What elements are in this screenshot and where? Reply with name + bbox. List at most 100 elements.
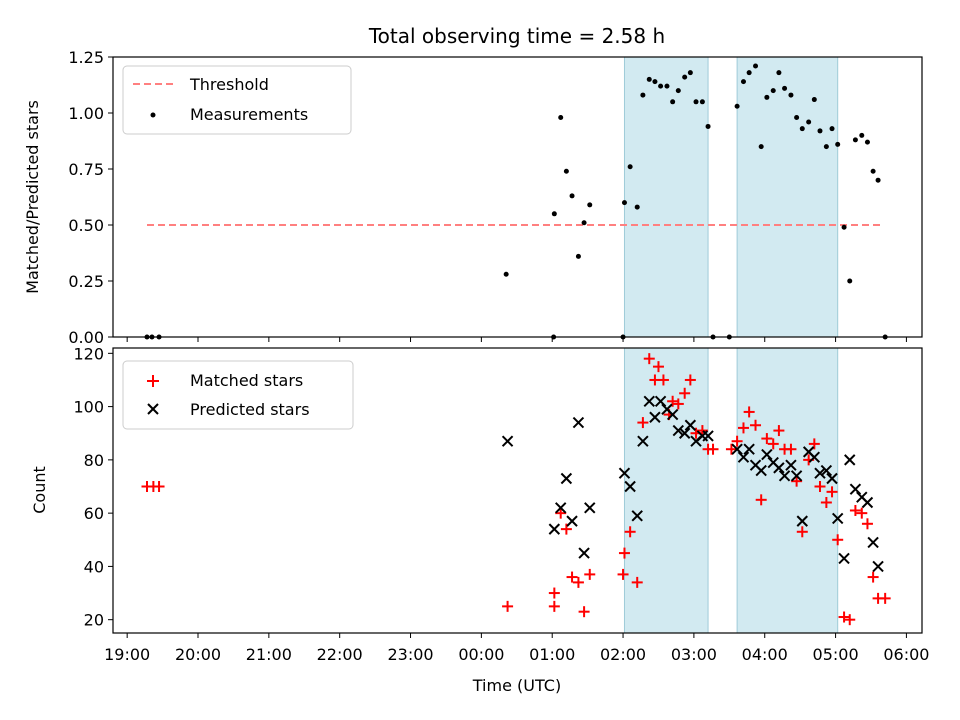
predicted-star-point <box>572 416 585 429</box>
matched-star-point <box>643 353 655 365</box>
bottom-y-axis-label: Count <box>30 466 49 514</box>
x-tick-label: 05:00 <box>813 645 859 664</box>
measurement-point <box>670 99 676 105</box>
predicted-star-point <box>618 467 631 479</box>
predicted-star-point <box>849 483 862 495</box>
measurement-point <box>682 74 688 80</box>
measurement-point <box>875 177 881 183</box>
predicted-star-point <box>666 408 679 421</box>
matched-star-point <box>637 417 649 429</box>
matched-star-point <box>761 433 773 445</box>
predicted-star-point <box>867 536 879 549</box>
predicted-star-point <box>555 502 567 514</box>
shaded-interval <box>736 56 839 338</box>
matched-star-point <box>624 526 636 538</box>
y-tick-label: 0.50 <box>68 216 104 235</box>
legend-threshold-label: Threshold <box>189 75 269 94</box>
predicted-star-point <box>560 472 573 485</box>
measurement-point <box>746 70 752 76</box>
matched-star-point <box>560 523 572 535</box>
matched-star-point <box>672 398 684 410</box>
measurement-point <box>558 114 564 120</box>
predicted-star-point <box>872 560 884 573</box>
legend-matched-label: Matched stars <box>190 371 303 390</box>
measurement-point <box>587 202 593 208</box>
y-tick-label: 40 <box>84 557 104 576</box>
y-tick-label: 0.75 <box>68 160 104 179</box>
measurement-point <box>569 193 575 199</box>
predicted-star-point <box>861 496 874 509</box>
measurement-point <box>575 253 581 259</box>
matched-star-point <box>791 475 803 487</box>
matched-star-point <box>679 387 691 399</box>
top-y-axis-label: Matched/Predicted stars <box>23 100 42 294</box>
shaded-interval <box>623 347 709 634</box>
matched-star-point <box>566 571 578 583</box>
measurement-point <box>652 79 658 85</box>
matched-star-point <box>502 600 514 612</box>
measurement-point <box>835 141 841 147</box>
measurement-point <box>693 99 699 105</box>
bottom-panel: 20 40 60 80 100 120 19:00 20:00 21:00 22:00 23:00… <box>30 344 929 695</box>
predicted-star-point <box>731 443 743 455</box>
x-axis-label: Time (UTC) <box>472 676 561 695</box>
bottom-axes-frame <box>112 347 923 634</box>
measurement-point <box>634 204 640 210</box>
x-tick-label: 22:00 <box>317 645 363 664</box>
measurement-point <box>799 126 805 132</box>
y-tick-label: 1.00 <box>68 104 104 123</box>
matched-star-point <box>684 374 696 386</box>
matched-star-point <box>153 481 165 493</box>
matched-star-point <box>737 422 749 434</box>
measurement-point <box>841 224 847 230</box>
predicted-star-point <box>778 470 791 482</box>
matched-star-point <box>856 507 868 519</box>
predicted-star-point <box>743 443 755 455</box>
measurement-point <box>782 85 788 91</box>
predicted-star-point <box>761 448 773 461</box>
x-tick-label: 01:00 <box>529 645 575 664</box>
predicted-star-point <box>643 395 655 407</box>
measurement-point <box>551 211 557 217</box>
predicted-star-point <box>548 523 561 535</box>
predicted-star-point <box>566 515 578 527</box>
predicted-star-point <box>631 510 643 522</box>
x-tick-label: 02:00 <box>600 645 646 664</box>
top-legend: Threshold Measurements <box>122 65 352 135</box>
predicted-star-point <box>702 430 714 442</box>
bottom-legend: Matched stars Predicted stars <box>122 360 354 430</box>
matched-star-point <box>707 443 719 455</box>
shaded-interval <box>623 56 709 338</box>
legend-predicted-marker <box>147 403 159 415</box>
x-tick-label: 03:00 <box>671 645 717 664</box>
legend-measurements-marker <box>150 112 156 118</box>
measurement-point <box>640 92 646 98</box>
predicted-star-point <box>684 419 697 431</box>
measurement-point <box>811 97 817 103</box>
predicted-star-point <box>755 464 767 477</box>
measurement-point <box>764 94 770 100</box>
predicted-star-point <box>737 451 750 463</box>
predicted-star-point <box>672 424 685 437</box>
matched-star-point <box>657 374 669 386</box>
x-tick-label: 19:00 <box>104 645 150 664</box>
predicted-star-point <box>578 547 590 559</box>
matched-star-point <box>548 587 560 599</box>
x-tick-label: 21:00 <box>246 645 292 664</box>
x-tick-label: 06:00 <box>883 645 929 664</box>
matched-star-point <box>755 494 767 506</box>
predicted-star-point <box>785 459 797 471</box>
matched-star-point <box>743 406 755 418</box>
top-panel: 0.00 0.25 0.50 0.75 1.00 1.25 Matched/Predict… <box>23 48 923 347</box>
measurement-point <box>794 114 800 120</box>
y-tick-label: 100 <box>73 398 104 417</box>
predicted-star-point <box>649 411 661 423</box>
predicted-star-point <box>584 502 596 514</box>
legend-measurements-label: Measurements <box>190 105 308 124</box>
measurement-point <box>627 164 633 170</box>
predicted-star-point <box>654 395 667 407</box>
matched-star-point <box>578 606 590 618</box>
matched-star-point <box>820 496 832 508</box>
y-tick-label: 20 <box>84 611 104 630</box>
shaded-interval <box>736 347 839 634</box>
